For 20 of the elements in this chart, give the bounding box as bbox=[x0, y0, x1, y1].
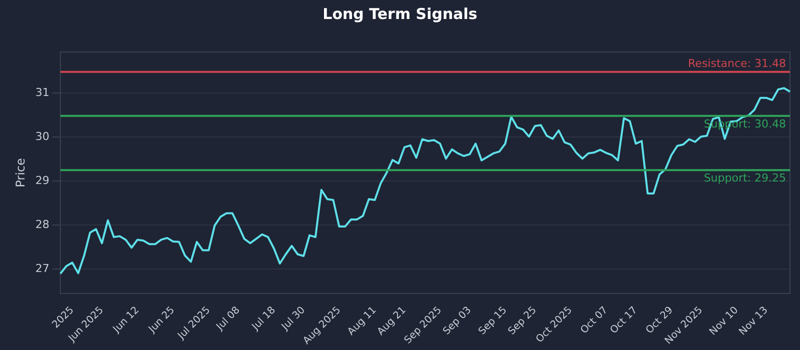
y-axis-title: Price bbox=[13, 158, 28, 188]
chart-title: Long Term Signals bbox=[322, 4, 478, 23]
x-tick-label: Jul 18 bbox=[250, 304, 278, 334]
y-tick-label: 30 bbox=[35, 130, 50, 143]
x-tick-label: Aug 11 bbox=[346, 304, 379, 338]
x-tick-label: Oct 17 bbox=[608, 304, 640, 336]
ref-line-label: Resistance: 31.48 bbox=[688, 57, 786, 70]
x-tick-label: Jul 08 bbox=[214, 304, 242, 334]
x-tick-label: Jul 30 bbox=[279, 304, 308, 334]
y-tick-label: 31 bbox=[35, 86, 50, 99]
y-tick-label: 28 bbox=[35, 218, 50, 232]
x-tick-label: Nov 13 bbox=[737, 304, 770, 338]
y-tick-label: 27 bbox=[35, 262, 50, 276]
ref-line-label: Support: 29.25 bbox=[704, 171, 786, 184]
x-tick-label: Sep 03 bbox=[441, 304, 474, 338]
x-tick-label: Jun 25 bbox=[146, 304, 178, 336]
x-tick-label: Oct 07 bbox=[578, 304, 610, 336]
x-tick-label: Jun 12 bbox=[110, 304, 142, 336]
y-tick-label: 29 bbox=[35, 174, 50, 187]
x-tick-label: Sep 15 bbox=[476, 304, 510, 338]
